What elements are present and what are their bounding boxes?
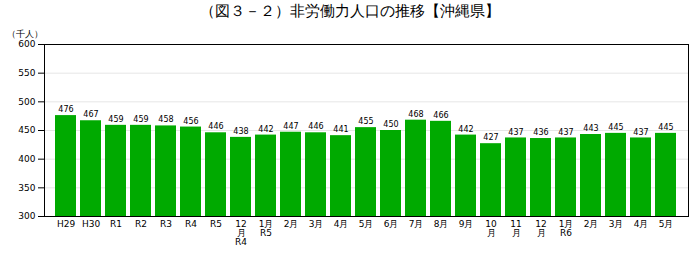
svg-text:445: 445 bbox=[608, 123, 623, 132]
svg-text:550: 550 bbox=[18, 68, 35, 78]
svg-text:H29: H29 bbox=[57, 219, 75, 229]
html-text:（図３－２）非労働力人口の推移【沖縄県】: （図３－２）非労働力人口の推移【沖縄県】 bbox=[200, 2, 500, 20]
svg-text:600: 600 bbox=[18, 39, 35, 49]
svg-text:400: 400 bbox=[18, 154, 35, 164]
svg-text:3月: 3月 bbox=[309, 219, 324, 229]
svg-text:11月: 11月 bbox=[510, 219, 521, 238]
svg-text:4月: 4月 bbox=[334, 219, 349, 229]
svg-text:R3: R3 bbox=[160, 219, 172, 229]
svg-text:12月R4: 12月R4 bbox=[235, 219, 247, 247]
svg-text:467: 467 bbox=[83, 110, 98, 119]
svg-text:476: 476 bbox=[58, 105, 73, 114]
svg-text:4月: 4月 bbox=[634, 219, 649, 229]
svg-text:12月: 12月 bbox=[535, 219, 546, 238]
svg-text:443: 443 bbox=[583, 124, 598, 133]
svg-text:437: 437 bbox=[558, 128, 573, 137]
svg-text:427: 427 bbox=[483, 133, 498, 142]
svg-text:300: 300 bbox=[18, 211, 35, 221]
svg-text:466: 466 bbox=[433, 111, 448, 120]
svg-text:（千人）: （千人） bbox=[7, 29, 43, 39]
svg-text:445: 445 bbox=[658, 123, 673, 132]
svg-text:437: 437 bbox=[633, 128, 648, 137]
svg-text:6月: 6月 bbox=[384, 219, 399, 229]
svg-text:7月: 7月 bbox=[409, 219, 424, 229]
svg-text:1月R6: 1月R6 bbox=[559, 219, 574, 238]
svg-text:R5: R5 bbox=[210, 219, 222, 229]
svg-text:442: 442 bbox=[258, 125, 273, 134]
svg-text:2月: 2月 bbox=[584, 219, 599, 229]
svg-text:R1: R1 bbox=[110, 219, 122, 229]
svg-text:447: 447 bbox=[283, 122, 298, 131]
svg-text:437: 437 bbox=[508, 128, 523, 137]
svg-text:450: 450 bbox=[18, 125, 35, 135]
svg-text:500: 500 bbox=[18, 97, 35, 107]
svg-text:2月: 2月 bbox=[284, 219, 299, 229]
svg-text:5月: 5月 bbox=[359, 219, 374, 229]
svg-text:459: 459 bbox=[108, 115, 123, 124]
svg-text:446: 446 bbox=[208, 122, 223, 131]
svg-text:458: 458 bbox=[158, 115, 173, 124]
svg-text:455: 455 bbox=[358, 117, 373, 126]
svg-text:5月: 5月 bbox=[659, 219, 674, 229]
svg-text:450: 450 bbox=[383, 120, 398, 129]
svg-text:1月R5: 1月R5 bbox=[259, 219, 274, 238]
svg-text:10月: 10月 bbox=[485, 219, 497, 238]
svg-text:468: 468 bbox=[408, 110, 423, 119]
svg-text:459: 459 bbox=[133, 115, 148, 124]
svg-text:8月: 8月 bbox=[434, 219, 449, 229]
svg-text:R2: R2 bbox=[135, 219, 147, 229]
svg-text:3月: 3月 bbox=[609, 219, 624, 229]
svg-text:456: 456 bbox=[183, 117, 198, 126]
svg-text:446: 446 bbox=[308, 122, 323, 131]
svg-text:436: 436 bbox=[533, 128, 548, 137]
svg-text:441: 441 bbox=[333, 125, 348, 134]
svg-text:9月: 9月 bbox=[459, 219, 474, 229]
svg-text:R4: R4 bbox=[185, 219, 197, 229]
svg-text:442: 442 bbox=[458, 125, 473, 134]
svg-text:438: 438 bbox=[233, 127, 248, 136]
svg-text:H30: H30 bbox=[82, 219, 100, 229]
svg-text:350: 350 bbox=[18, 183, 35, 193]
